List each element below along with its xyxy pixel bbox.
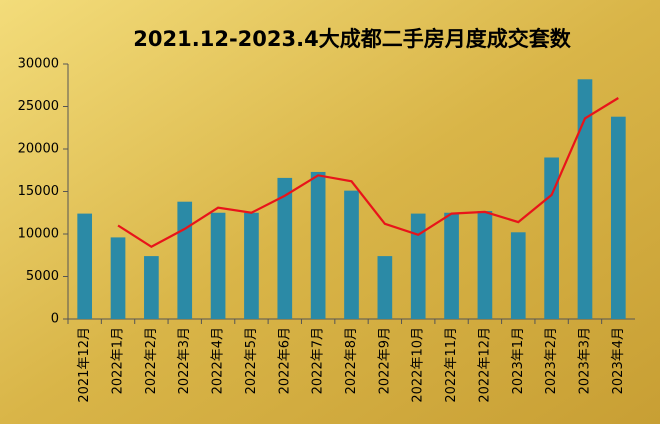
- bar: [310, 171, 326, 319]
- x-tick-label: 2022年10月: [411, 327, 426, 403]
- x-tick-label: 2023年1月: [511, 327, 526, 394]
- y-tick-label: 5000: [26, 269, 59, 284]
- x-tick-label: 2022年12月: [477, 327, 492, 403]
- y-tick-label: 30000: [18, 57, 59, 72]
- x-tick-label: 2022年5月: [244, 327, 259, 394]
- bar: [144, 256, 159, 319]
- bar: [577, 79, 593, 319]
- x-tick-label: 2022年9月: [377, 327, 392, 394]
- bar: [377, 256, 393, 319]
- y-tick-label: 0: [51, 312, 59, 327]
- bar: [110, 237, 126, 319]
- x-tick-label: 2022年6月: [277, 327, 292, 394]
- bar: [277, 177, 293, 319]
- bar: [77, 213, 93, 319]
- y-tick-label: 10000: [18, 227, 59, 242]
- y-tick-label: 20000: [18, 142, 59, 157]
- line: [117, 97, 619, 249]
- y-tick-label: 25000: [18, 99, 59, 114]
- x-tick-label: 2023年2月: [544, 327, 559, 394]
- x-tick-label: 2022年8月: [344, 327, 359, 394]
- x-tick-label: 2022年11月: [444, 327, 459, 403]
- x-tick-label: 2023年4月: [611, 327, 626, 394]
- bar: [444, 212, 459, 319]
- chart-title: 2021.12-2023.4大成都二手房月度成交套数: [133, 27, 571, 51]
- bar: [477, 211, 493, 319]
- y-tick-label: 15000: [18, 184, 59, 199]
- bar: [344, 190, 359, 319]
- bar: [177, 201, 193, 319]
- bar: [510, 232, 526, 319]
- x-tick-label: 2022年7月: [311, 327, 326, 394]
- x-tick-label: 2023年3月: [577, 327, 592, 394]
- bar: [410, 213, 426, 319]
- x-tick-label: 2022年2月: [144, 327, 159, 394]
- bar: [610, 116, 626, 319]
- x-tick-label: 2022年4月: [211, 327, 226, 394]
- bar: [210, 212, 226, 319]
- x-tick-label: 2022年3月: [177, 327, 192, 394]
- bar: [244, 212, 259, 319]
- x-tick-label: 2022年1月: [111, 327, 126, 394]
- x-tick-label: 2021年12月: [77, 327, 92, 403]
